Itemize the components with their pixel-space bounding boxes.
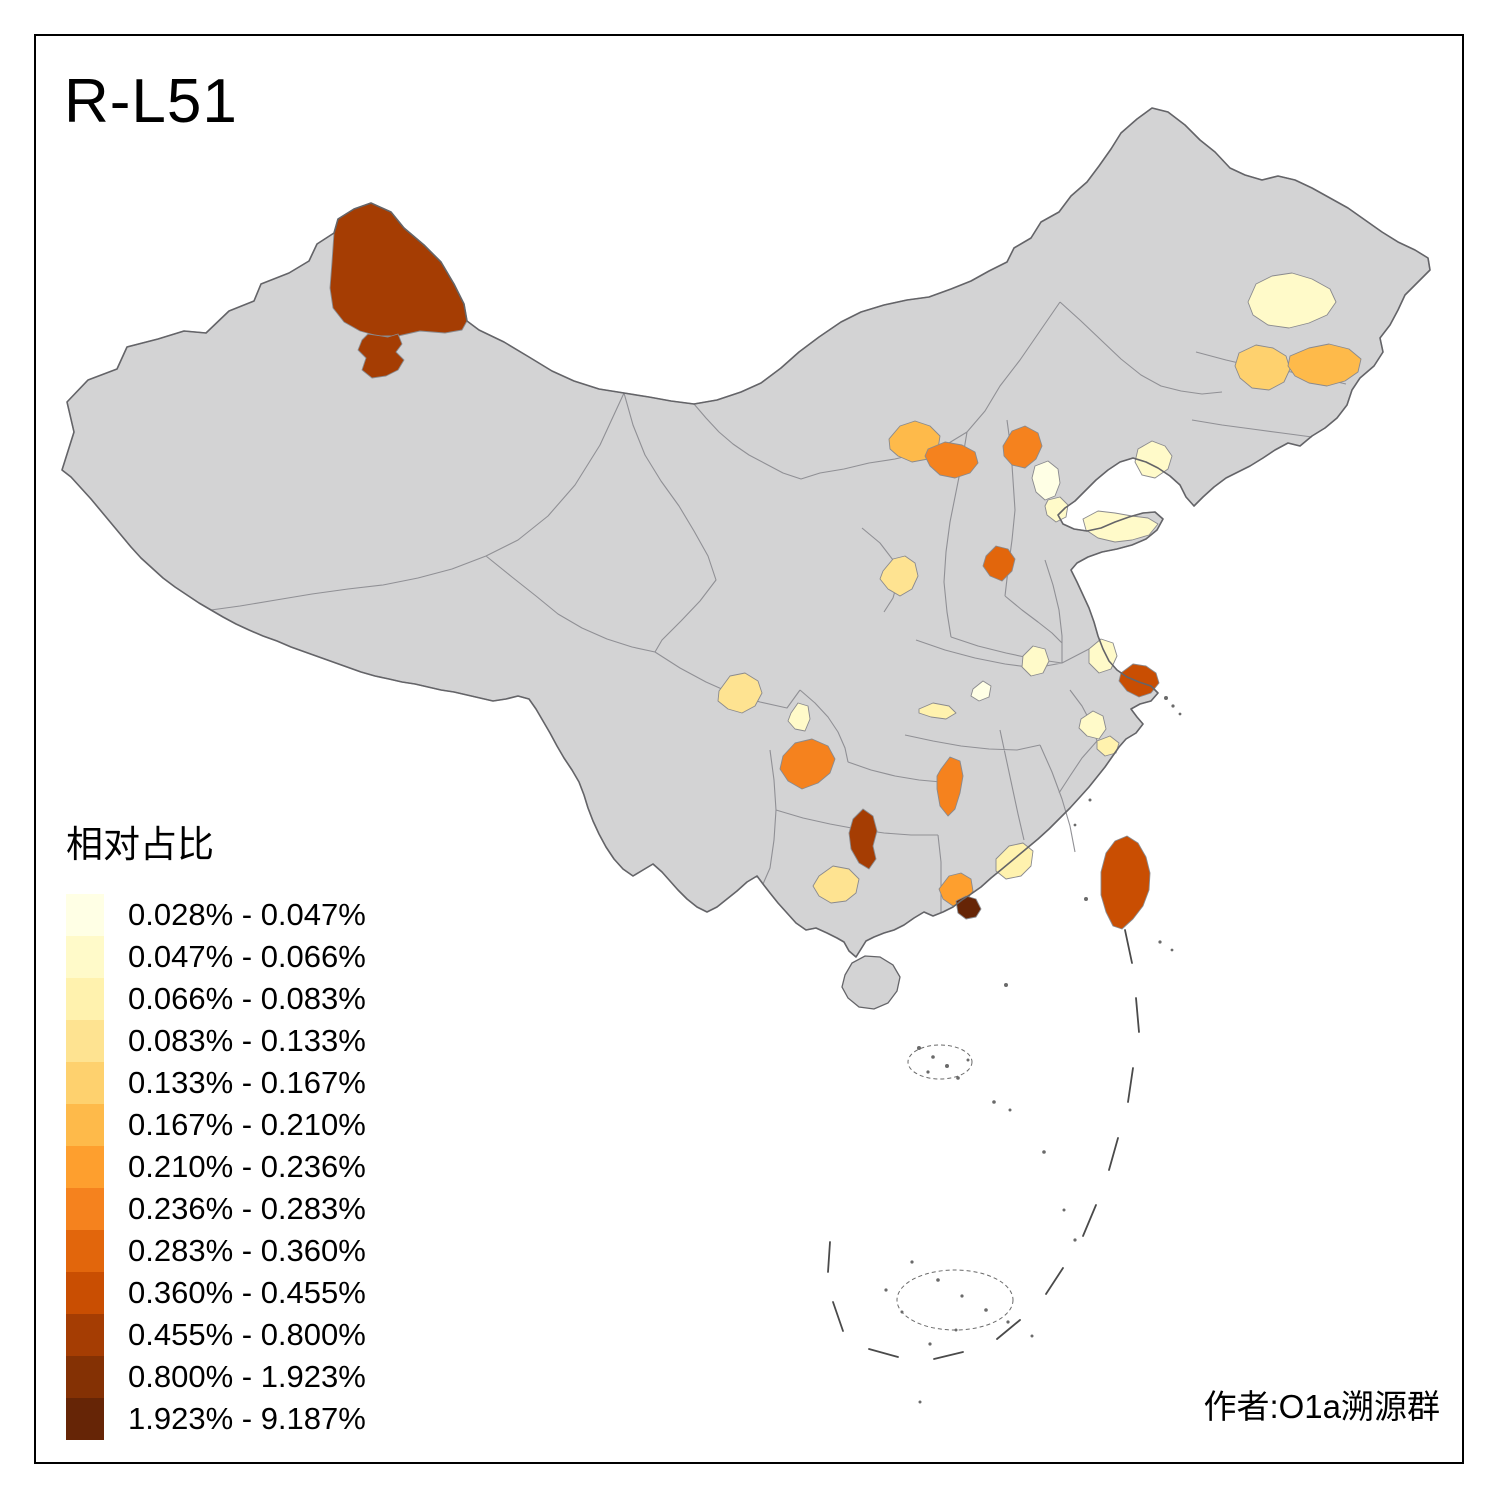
legend-label: 0.455% - 0.800% <box>128 1317 366 1352</box>
legend-row: 0.028% - 0.047% <box>66 894 366 936</box>
legend-label: 0.133% - 0.167% <box>128 1065 366 1100</box>
legend-row: 0.360% - 0.455% <box>66 1272 366 1314</box>
region-xinjiang-altay-south <box>357 333 405 379</box>
legend-row: 0.455% - 0.800% <box>66 1314 366 1356</box>
legend-row: 0.083% - 0.133% <box>66 1020 366 1062</box>
legend-swatch <box>66 1356 104 1398</box>
legend-label: 0.083% - 0.133% <box>128 1023 366 1058</box>
region-zhejiang-north <box>1078 710 1107 740</box>
legend-swatch <box>66 978 104 1020</box>
legend-label: 0.167% - 0.210% <box>128 1107 366 1142</box>
region-henan-east <box>1021 645 1050 677</box>
legend-swatch <box>66 1020 104 1062</box>
region-chongqing-west <box>787 702 811 732</box>
legend-row: 0.133% - 0.167% <box>66 1062 366 1104</box>
region-zhejiang-central <box>1096 735 1120 757</box>
region-liaoning-west <box>1134 440 1173 479</box>
legend-label: 0.236% - 0.283% <box>128 1191 366 1226</box>
colored-regions <box>329 202 1362 930</box>
legend-label: 0.800% - 1.923% <box>128 1359 366 1394</box>
legend-row: 0.167% - 0.210% <box>66 1104 366 1146</box>
region-jiangsu-coastal <box>1088 638 1118 674</box>
region-hubei-south <box>918 702 957 720</box>
region-guangdong-east <box>995 842 1034 880</box>
legend-row: 0.800% - 1.923% <box>66 1356 366 1398</box>
legend-row: 0.047% - 0.066% <box>66 936 366 978</box>
region-hubei-east <box>970 680 992 702</box>
region-taiwan <box>1100 835 1151 930</box>
legend-swatch <box>66 1062 104 1104</box>
region-gansu-east <box>879 555 919 597</box>
region-beijing <box>1002 425 1043 469</box>
region-tianjin-area <box>1031 460 1061 501</box>
legend-swatch <box>66 1230 104 1272</box>
author-credit: 作者:O1a溯源群 <box>1203 1388 1440 1425</box>
region-guangxi-south <box>812 865 860 904</box>
legend-swatch <box>66 1188 104 1230</box>
legend-swatch <box>66 1104 104 1146</box>
legend: 相对占比 0.028% - 0.047% 0.047% - 0.066% 0.066… <box>66 814 366 1440</box>
legend-swatch <box>66 1398 104 1440</box>
legend-row: 0.283% - 0.360% <box>66 1230 366 1272</box>
region-shandong-peninsula <box>1082 510 1159 543</box>
region-hunan-central <box>936 756 964 817</box>
region-jilin-east <box>1287 343 1362 387</box>
region-guizhou-southeast <box>848 808 878 870</box>
nine-dash-line <box>827 929 1140 1360</box>
national-border-outline <box>61 107 1431 958</box>
sea-islands <box>884 696 1182 1404</box>
legend-label: 0.283% - 0.360% <box>128 1233 366 1268</box>
plot-title: R-L51 <box>64 67 238 136</box>
region-guangdong-delta <box>955 895 982 920</box>
region-xinjiang-altay <box>329 202 468 337</box>
region-guizhou-central <box>779 738 836 790</box>
legend-label: 0.066% - 0.083% <box>128 981 366 1016</box>
region-heilongjiang-central <box>1247 272 1337 329</box>
legend-swatch <box>66 1272 104 1314</box>
region-shanxi-central <box>982 545 1016 582</box>
legend-row: 0.066% - 0.083% <box>66 978 366 1020</box>
legend-swatch <box>66 936 104 978</box>
hainan-island <box>841 955 901 1010</box>
legend-swatch <box>66 894 104 936</box>
region-jilin-west <box>1234 344 1291 391</box>
legend-entries: 0.028% - 0.047% 0.047% - 0.066% 0.066% - 0… <box>66 894 366 1440</box>
legend-swatch <box>66 1146 104 1188</box>
legend-label: 0.360% - 0.455% <box>128 1275 366 1310</box>
region-shanghai-suzhou <box>1118 663 1160 698</box>
legend-title: 相对占比 <box>66 824 214 865</box>
legend-row: 0.236% - 0.283% <box>66 1188 366 1230</box>
legend-label: 1.923% - 9.187% <box>128 1401 366 1436</box>
plot-frame <box>34 34 1464 1464</box>
legend-label: 0.047% - 0.066% <box>128 939 366 974</box>
legend-row: 0.210% - 0.236% <box>66 1146 366 1188</box>
legend-label: 0.028% - 0.047% <box>128 897 366 932</box>
legend-row: 1.923% - 9.187% <box>66 1398 366 1440</box>
region-inner-mongolia-central <box>924 441 979 479</box>
legend-swatch <box>66 1314 104 1356</box>
legend-label: 0.210% - 0.236% <box>128 1149 366 1184</box>
region-sichuan-chengdu <box>717 672 763 714</box>
